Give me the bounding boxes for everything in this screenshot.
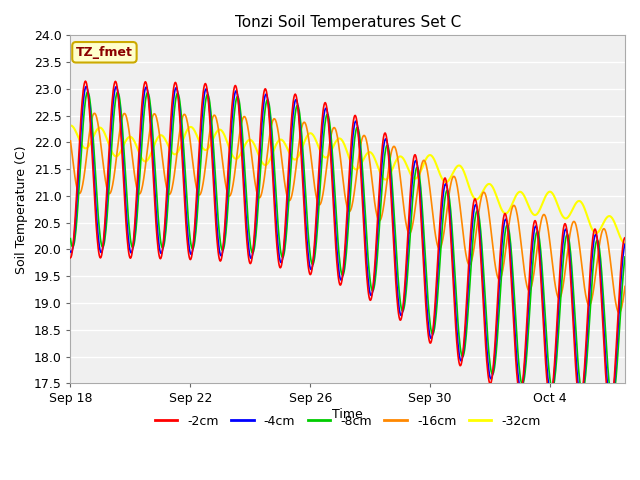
- -2cm: [509, 317, 517, 323]
- -8cm: [609, 397, 616, 403]
- -16cm: [615, 310, 623, 315]
- -2cm: [124, 241, 131, 247]
- -2cm: [500, 216, 508, 221]
- -4cm: [124, 228, 131, 234]
- -32cm: [312, 136, 319, 142]
- -4cm: [82, 84, 90, 89]
- -8cm: [621, 254, 629, 260]
- -8cm: [448, 222, 456, 228]
- -32cm: [124, 135, 131, 141]
- -4cm: [621, 241, 629, 247]
- X-axis label: Time: Time: [332, 408, 363, 421]
- Line: -8cm: -8cm: [70, 92, 625, 400]
- Y-axis label: Soil Temperature (C): Soil Temperature (C): [15, 145, 28, 274]
- -4cm: [500, 226, 508, 232]
- Line: -2cm: -2cm: [70, 81, 625, 410]
- -8cm: [291, 110, 299, 116]
- -2cm: [448, 253, 456, 259]
- -4cm: [291, 97, 299, 103]
- -16cm: [509, 203, 517, 208]
- Legend: -2cm, -4cm, -8cm, -16cm, -32cm: -2cm, -4cm, -8cm, -16cm, -32cm: [150, 410, 546, 433]
- -32cm: [500, 209, 508, 215]
- -32cm: [448, 172, 456, 178]
- -32cm: [291, 156, 299, 162]
- -2cm: [291, 91, 299, 97]
- -2cm: [606, 407, 614, 413]
- -2cm: [82, 78, 90, 84]
- Title: Tonzi Soil Temperatures Set C: Tonzi Soil Temperatures Set C: [235, 15, 461, 30]
- -4cm: [67, 249, 74, 254]
- -8cm: [312, 250, 319, 256]
- -8cm: [84, 89, 92, 95]
- -8cm: [509, 279, 517, 285]
- -16cm: [312, 188, 319, 194]
- -16cm: [448, 177, 456, 183]
- Line: -16cm: -16cm: [70, 113, 625, 312]
- Text: TZ_fmet: TZ_fmet: [76, 46, 133, 59]
- -2cm: [67, 255, 74, 261]
- -16cm: [90, 110, 98, 116]
- -16cm: [500, 263, 508, 269]
- -8cm: [67, 236, 74, 241]
- -2cm: [312, 229, 319, 235]
- -32cm: [509, 198, 517, 204]
- -16cm: [621, 284, 629, 289]
- -32cm: [67, 123, 75, 129]
- -8cm: [500, 245, 508, 251]
- -4cm: [607, 402, 614, 408]
- -2cm: [621, 235, 629, 240]
- -16cm: [67, 138, 74, 144]
- -16cm: [291, 171, 299, 177]
- Line: -32cm: -32cm: [70, 126, 625, 243]
- -32cm: [621, 240, 629, 246]
- -16cm: [124, 120, 131, 125]
- -4cm: [448, 241, 456, 247]
- Line: -4cm: -4cm: [70, 86, 625, 405]
- -32cm: [67, 123, 74, 129]
- -4cm: [312, 237, 319, 243]
- -8cm: [124, 205, 131, 211]
- -4cm: [509, 303, 517, 309]
